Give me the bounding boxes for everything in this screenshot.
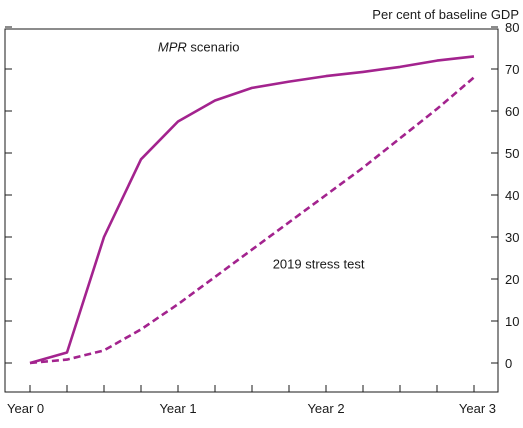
y-tick-label: 20 [505, 272, 519, 287]
x-axis: Year 0 Year 1 Year 2 Year 3 [7, 385, 496, 416]
annotations-layer: MPR scenario 2019 stress test [158, 39, 365, 271]
plot-frame [4, 28, 499, 393]
series-line-mpr [29, 55, 475, 365]
y-axis-unit-label: Per cent of baseline GDP [372, 7, 519, 22]
y-tick-label: 30 [505, 230, 519, 245]
annotation-mpr: MPR scenario [158, 39, 240, 54]
y-tick-label: 50 [505, 146, 519, 161]
y-tick-label: 60 [505, 104, 519, 119]
series-line-stress [29, 76, 475, 365]
x-tick-label: Year 2 [307, 401, 344, 416]
y-tick-label: 70 [505, 62, 519, 77]
y-tick-label: 10 [505, 314, 519, 329]
y-tick-label: 0 [505, 356, 512, 371]
x-tick-label: Year 1 [159, 401, 196, 416]
x-tick-label: Year 0 [7, 401, 44, 416]
y-axis: 0 10 20 30 40 50 60 70 80 [5, 20, 519, 371]
annotation-stress: 2019 stress test [273, 257, 365, 272]
y-tick-label: 40 [505, 188, 519, 203]
series-layer [29, 55, 475, 365]
x-tick-label: Year 3 [459, 401, 496, 416]
y-tick-label: 80 [505, 20, 519, 35]
